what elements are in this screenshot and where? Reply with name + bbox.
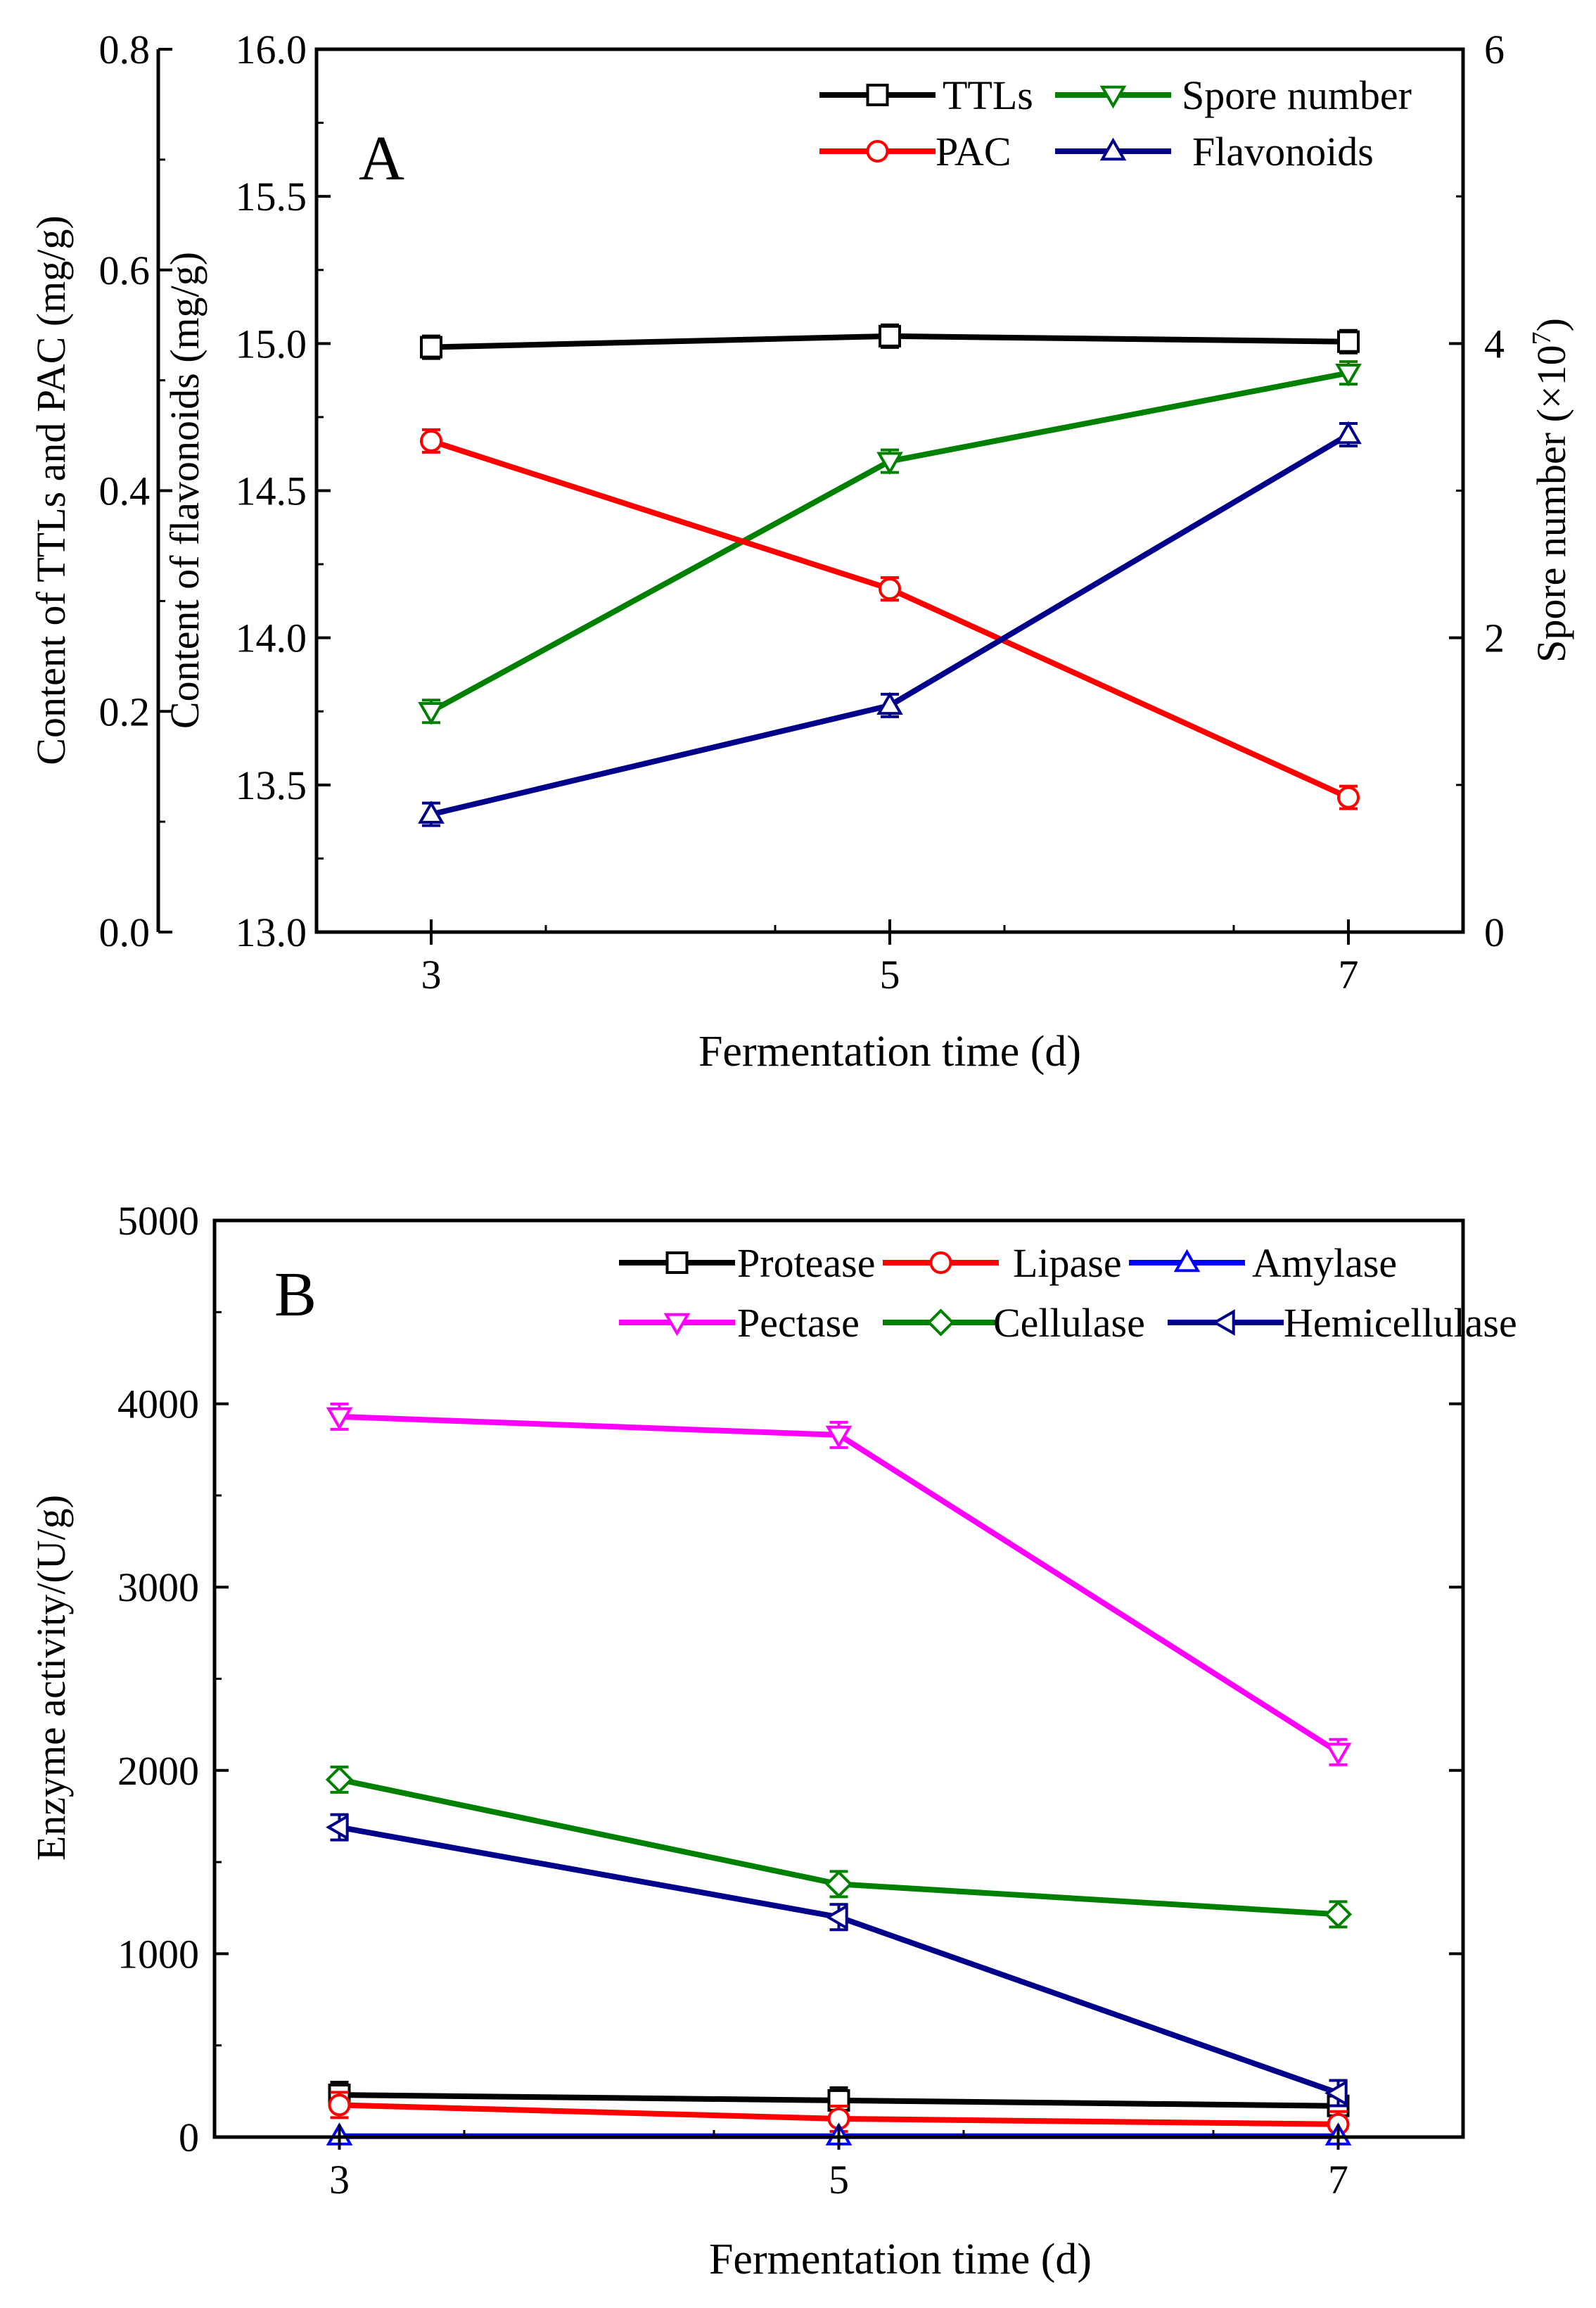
panel-b-legend-lipase-label: Lipase (1013, 1240, 1122, 1286)
panel-a-spore-number-point (1335, 363, 1362, 387)
panel-a-spore-number-line (430, 370, 1349, 714)
panel-b-y-tick-label: 2000 (117, 1748, 199, 1794)
panel-b-y-tick-label: 1000 (117, 1931, 199, 1977)
panel-a-ttls-point (1337, 330, 1360, 353)
panel-b-pectase-point (1324, 1742, 1352, 1766)
panel-b-legend: Protease Lipase Amylase Pectase Cellulase Hem… (619, 1240, 1517, 1346)
panel-b-legend-amylase-label: Amylase (1252, 1240, 1397, 1286)
panel-a-chart: 3 5 7 13.0 13.5 14.0 14.5 15.0 15.5 16.0 0.0 0.2 0.4… (28, 27, 1574, 1076)
panel-b-legend-protease-label: Protease (737, 1240, 876, 1286)
panel-a-left-inner-tick-label: 15.5 (236, 174, 307, 219)
panel-a-left-inner-tick-label: 14.5 (236, 468, 307, 514)
panel-a-left-outer-tick-label: 0.8 (99, 27, 151, 72)
panel-a-flavonoids-line (430, 432, 1351, 817)
panel-b-x-tick-label: 3 (329, 2157, 350, 2202)
panel-a-legend-spore-number-marker (1099, 85, 1127, 109)
panel-b-marks (325, 1402, 1353, 2146)
panel-b-legend-protease-marker (665, 1251, 689, 1274)
panel-b-cellulase-point (325, 1766, 354, 1794)
panel-a-x-tick-label: 7 (1339, 952, 1359, 997)
panel-b-y-axis-label: Enzyme activity/(U/g) (28, 1495, 74, 1861)
panel-b-y-tick-label: 5000 (117, 1198, 199, 1244)
panel-b-y-tick-label: 0 (179, 2115, 199, 2160)
panel-a-left-outer-tick-label: 0.4 (99, 468, 151, 514)
panel-a-left-outer-tick-label: 0.6 (99, 248, 151, 293)
panel-b-legend-cellulase-marker (926, 1308, 955, 1337)
panel-b-hemicellulase-point (326, 1813, 349, 1841)
panel-a-right-tick-label: 6 (1484, 27, 1505, 72)
panel-b-x-axis-label: Fermentation time (d) (709, 2236, 1092, 2283)
panel-a-label: A (359, 124, 404, 193)
panel-b-hemicellulase-point (825, 1904, 848, 1931)
panel-a-flavonoids-point (1335, 421, 1362, 445)
panel-a-spore-number-point (418, 702, 445, 725)
panel-b-hemicellulase-point (1324, 2079, 1348, 2107)
panel-b-pectase-point (326, 1407, 353, 1431)
panel-a-left-outer-axis-label: Content of TTLs and PAC (mg/g) (28, 215, 74, 765)
panel-a-legend-spore-number-label: Spore number (1182, 72, 1412, 118)
panel-b-chart: 3 5 7 0 1000 2000 3000 4000 5000 B Fermentation … (28, 1198, 1517, 2283)
panel-a-left-inner-tick-label: 14.0 (236, 616, 307, 661)
panel-a-left-inner-tick-label: 13.0 (236, 910, 307, 955)
panel-a-flavonoids-point (418, 801, 445, 824)
panel-b-legend-lipase-marker (929, 1251, 952, 1274)
panel-b-legend-amylase-marker (1173, 1249, 1201, 1273)
panel-b-lipase-point (328, 2093, 351, 2117)
panel-a-legend-pac-marker (866, 140, 889, 162)
panel-b-x-tick-label: 7 (1328, 2157, 1348, 2202)
panel-b-pectase-line (339, 1413, 1340, 1755)
panel-a-right-tick-label: 4 (1484, 321, 1505, 366)
panel-a-legend-flavonoids-label: Flavonoids (1192, 129, 1374, 174)
panel-b-y-tick-label: 4000 (117, 1382, 199, 1427)
panel-a-legend-flavonoids-marker (1099, 137, 1127, 161)
panel-b-legend-pectase-marker (663, 1313, 691, 1337)
panel-a-legend: TTLs Spore number PAC Flavonoids (819, 72, 1412, 174)
panel-a-spore-number-point (876, 452, 903, 476)
panel-b-hemicellulase-line (338, 1824, 1339, 2096)
panel-a-x-tick-label: 5 (880, 952, 900, 997)
panel-a-flavonoids-point (876, 691, 903, 715)
panel-a-x-tick-label: 3 (421, 952, 442, 997)
panel-a-left-inner-tick-label: 16.0 (236, 27, 307, 72)
panel-a-left-outer-tick-label: 0.2 (99, 689, 151, 734)
panel-b-legend-pectase-label: Pectase (737, 1300, 860, 1346)
panel-b-cellulase-point (1324, 1900, 1353, 1928)
panel-a-pac-point (1337, 786, 1360, 809)
panel-a-marks (418, 323, 1362, 827)
panel-a-left-inner-tick-label: 15.0 (236, 321, 307, 366)
panel-a-legend-pac-label: PAC (936, 129, 1011, 174)
panel-b-label: B (274, 1260, 317, 1330)
panel-b-legend-hemicellulase-label: Hemicellulase (1284, 1300, 1517, 1346)
panel-a-pac-point (420, 429, 442, 452)
panel-a-legend-ttls-label: TTLs (943, 72, 1033, 118)
panel-a-ttls-point (879, 324, 901, 348)
panel-a-pac-line (430, 438, 1350, 801)
panel-b-legend-hemicellulase-marker (1212, 1309, 1235, 1336)
panel-b-x-tick-label: 5 (829, 2157, 849, 2202)
panel-b-y-tick-label: 3000 (117, 1564, 199, 1610)
panel-a-pac-point (879, 578, 901, 601)
panel-b-plot-frame (212, 1218, 1465, 2139)
panel-a-left-outer-tick-label: 0.0 (99, 910, 151, 955)
panel-a-legend-ttls-marker (866, 84, 889, 106)
panel-a-right-tick-label: 0 (1484, 910, 1505, 955)
panel-a-left-inner-tick-label: 13.5 (236, 763, 307, 808)
panel-b-legend-cellulase-label: Cellulase (993, 1300, 1145, 1346)
panel-a-right-tick-label: 2 (1484, 616, 1505, 661)
panel-b-pectase-point (825, 1425, 853, 1449)
panel-a-x-axis-label: Fermentation time (d) (698, 1028, 1081, 1076)
panel-a-ttls-point (420, 336, 442, 359)
panel-b-cellulase-point (824, 1870, 853, 1899)
panel-a-left-inner-axis-label: Content of flavonoids (mg/g) (162, 252, 208, 729)
panel-a-right-axis-label: Spore number (×107) (1527, 318, 1574, 663)
panel-b-axes: 3 5 7 0 1000 2000 3000 4000 5000 (117, 1198, 1464, 2202)
panel-a-axes: 3 5 7 13.0 13.5 14.0 14.5 15.0 15.5 16.0 0.0 0.2 0.4… (99, 27, 1505, 997)
